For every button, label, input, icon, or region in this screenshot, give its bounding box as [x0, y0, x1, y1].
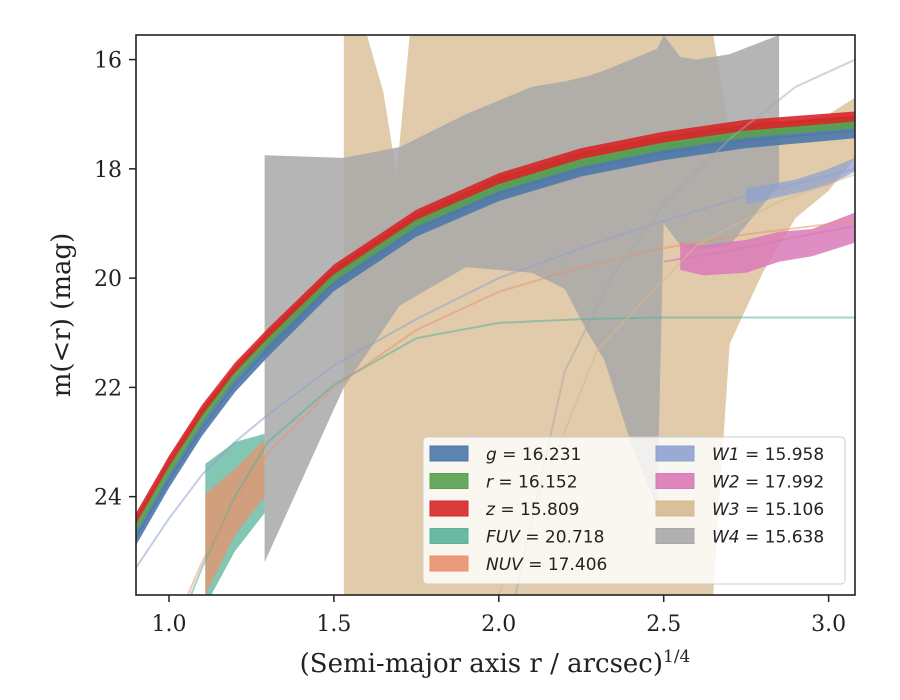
x-axis: 1.0 1.5 2.0 2.5 3.0: [151, 595, 846, 637]
band-z: [136, 111, 855, 524]
band-w1: [746, 157, 855, 205]
line-fuv: [189, 316, 855, 595]
legend-box: [422, 436, 846, 585]
y-tick-label: 24: [94, 486, 122, 511]
y-axis-label: m(<r) (mag): [47, 233, 77, 398]
x-tick-label: 2.5: [646, 612, 681, 637]
line-g: [136, 129, 855, 539]
plot-frame: [135, 34, 856, 596]
legend-swatch-z: [429, 500, 469, 517]
legend-swatch-w4: [655, 528, 695, 544]
legend-label-nuv: NUV = 17.406: [486, 555, 607, 575]
band-w2: [680, 212, 855, 276]
line-w4: [514, 58, 855, 595]
legend-label-w1: W1 = 15.958: [712, 445, 824, 465]
legend-swatch-w1: [655, 445, 695, 462]
y-tick-label: 22: [94, 376, 122, 401]
x-tick-label: 1.5: [316, 612, 351, 637]
x-tick-label: 1.0: [151, 612, 186, 637]
legend-swatch-w3: [655, 500, 695, 517]
series-lines: [136, 58, 855, 595]
line-z: [136, 116, 855, 519]
legend-label-r: r = 16.152: [486, 473, 578, 493]
legend-swatch-fuv: [429, 528, 469, 544]
y-tick-label: 18: [94, 158, 122, 183]
legend-swatch-nuv: [429, 555, 469, 572]
y-axis: 16 18 20 22 24: [94, 49, 136, 511]
y-tick-label: 20: [94, 267, 122, 292]
legend-label-w2: W2 = 17.992: [712, 473, 824, 493]
legend-label-w4: W4 = 15.638: [712, 528, 824, 548]
x-tick-label: 3.0: [811, 612, 846, 637]
line-r: [136, 121, 855, 528]
legend-swatch-w2: [655, 473, 695, 489]
band-w4: [264, 35, 780, 563]
line-w2: [663, 225, 855, 263]
legend-label-fuv: FUV = 20.718: [486, 528, 604, 548]
legend-label-w3: W3 = 15.106: [712, 500, 824, 520]
legend-label-z: z = 15.809: [485, 500, 579, 520]
legend: g = 16.231 r = 16.152 z = 15.809 FUV = 20.7…: [422, 436, 846, 585]
legend-swatch-r: [429, 473, 469, 489]
legend-label-g: g = 16.231: [486, 445, 581, 465]
line-w3: [497, 173, 855, 595]
band-g: [136, 123, 855, 546]
y-tick-label: 16: [94, 49, 122, 74]
legend-swatch-g: [429, 445, 469, 462]
x-axis-label: (Semi-major axis r / arcsec)1/4: [300, 647, 691, 679]
line-nuv: [186, 219, 855, 595]
line-w1: [136, 167, 855, 569]
x-tick-label: 2.0: [481, 612, 516, 637]
